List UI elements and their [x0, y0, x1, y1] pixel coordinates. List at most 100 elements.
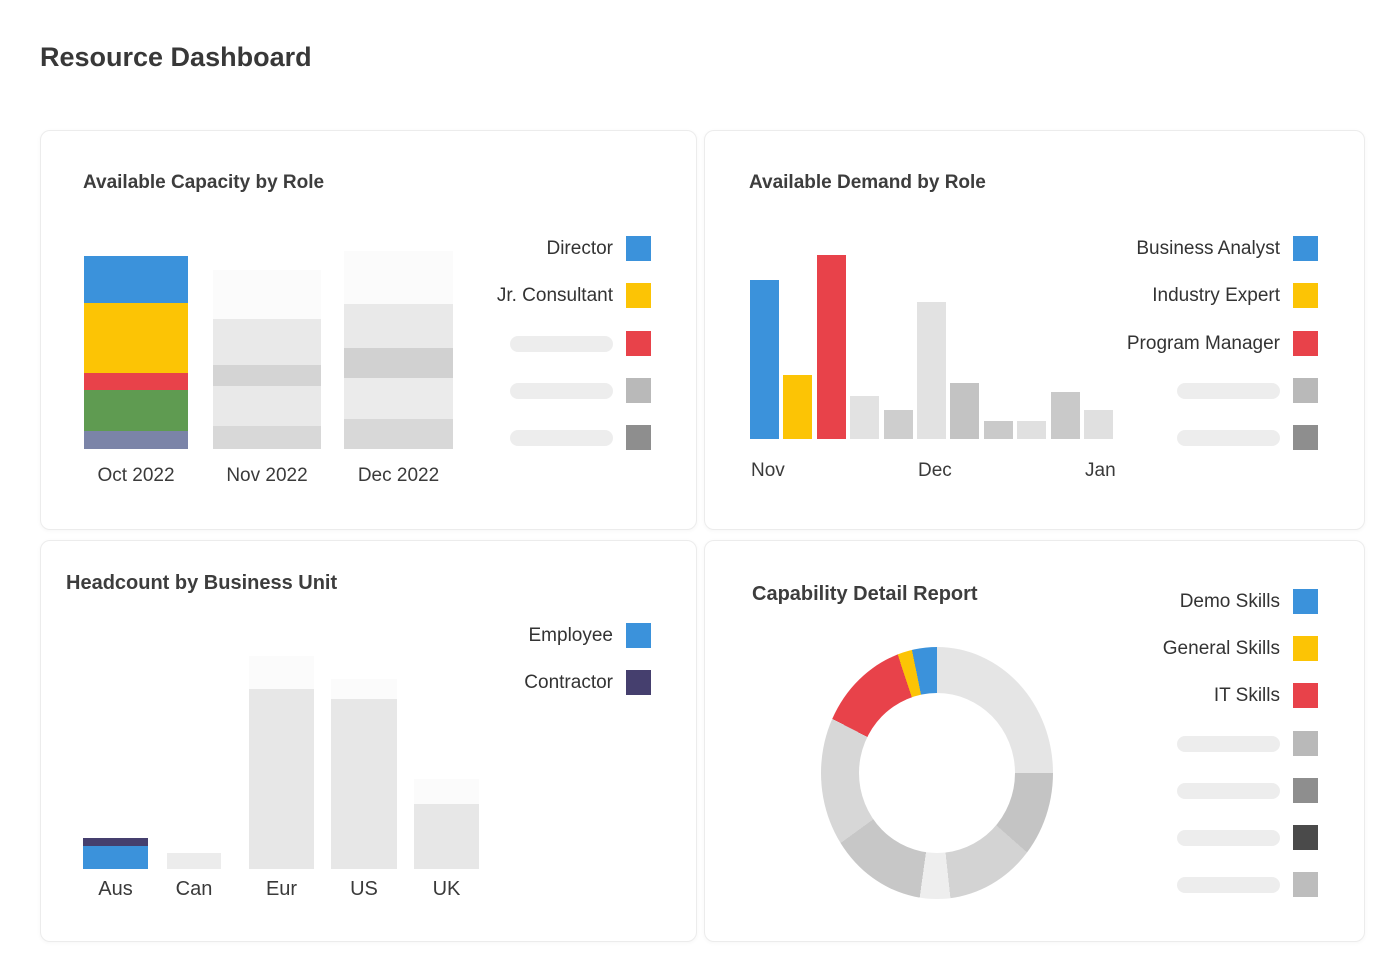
legend-placeholder-pill: [1177, 382, 1280, 399]
legend-item-placeholder: [1177, 778, 1318, 803]
legend-swatch: [626, 283, 651, 308]
legend-label: Program Manager: [1126, 332, 1280, 354]
legend-swatch: [1293, 236, 1318, 261]
legend-swatch: [1293, 825, 1318, 850]
legend-swatch: [1293, 283, 1318, 308]
headcount-chart-area: Aus Can Eur US UK: [41, 541, 696, 941]
bar-segment-loading: [213, 386, 321, 426]
legend-item-director[interactable]: Director: [546, 236, 651, 261]
bar-segment-loading: [414, 804, 479, 869]
bar-segment-loading: [84, 390, 188, 431]
legend-label: Demo Skills: [1179, 590, 1280, 612]
legend-placeholder-pill: [510, 429, 613, 446]
legend-item-placeholder: [1177, 731, 1318, 756]
demand-bar-4-loading[interactable]: [883, 410, 913, 439]
legend-label: Industry Expert: [1152, 284, 1280, 306]
x-label-uk: UK: [432, 878, 461, 900]
legend-swatch: [1293, 589, 1318, 614]
legend-swatch: [626, 623, 651, 648]
legend-label: Contractor: [524, 671, 613, 693]
bar-segment-loading: [344, 348, 453, 378]
legend-label: General Skills: [1162, 637, 1280, 659]
bar-segment-loading: [84, 431, 188, 449]
x-label-dec-2022: Dec 2022: [357, 465, 440, 486]
bar-segment-employee: [83, 846, 148, 869]
headcount-bar-eur[interactable]: [249, 656, 314, 869]
demand-bar-9-loading[interactable]: [1050, 392, 1080, 439]
demand-bar-0-business-analyst[interactable]: [750, 280, 779, 439]
panel-available-demand-by-role: Available Demand by Role Nov Dec Jan Busin…: [704, 130, 1365, 530]
legend-label: Business Analyst: [1136, 237, 1280, 259]
demand-bar-1-industry-expert[interactable]: [783, 375, 813, 439]
legend-placeholder-pill: [510, 382, 613, 399]
bar-segment-loading: [414, 779, 479, 804]
headcount-panel-title: Headcount by Business Unit: [66, 572, 338, 594]
headcount-bar-uk[interactable]: [414, 779, 479, 869]
demand-bar-10-loading[interactable]: [1084, 410, 1113, 439]
capability-donut-chart[interactable]: [821, 647, 1053, 899]
legend-item-placeholder: [1177, 872, 1318, 897]
headcount-bar-can[interactable]: [167, 853, 221, 869]
demand-bar-6-loading[interactable]: [950, 383, 980, 439]
page-title: Resource Dashboard: [40, 42, 312, 72]
legend-item-industry-expert[interactable]: Industry Expert: [1152, 283, 1318, 308]
capacity-panel-title: Available Capacity by Role: [83, 172, 325, 193]
panel-headcount-by-business-unit: Headcount by Business Unit Aus Can Eur US UK…: [40, 540, 697, 942]
legend-item-placeholder: [510, 425, 651, 450]
legend-swatch: [626, 236, 651, 261]
legend-item-demo-skills[interactable]: Demo Skills: [1180, 589, 1318, 614]
legend-placeholder-pill: [1177, 876, 1280, 893]
demand-panel-title: Available Demand by Role: [749, 172, 986, 193]
demand-bar-5-loading[interactable]: [917, 302, 946, 439]
x-label-jan: Jan: [1085, 460, 1116, 481]
legend-item-it-skills[interactable]: IT Skills: [1214, 683, 1318, 708]
bar-segment-loading: [344, 251, 453, 304]
legend-label: Jr. Consultant: [496, 284, 613, 306]
capacity-chart-area: Oct 2022 Nov 2022 Dec 2022: [41, 131, 696, 529]
donut-hole: [859, 693, 1015, 853]
legend-item-placeholder: [510, 378, 651, 403]
legend-item-jr-consultant[interactable]: Jr. Consultant: [497, 283, 651, 308]
demand-legend: Business Analyst Industry Expert Program M…: [705, 131, 1364, 529]
headcount-legend: Employee Contractor: [41, 541, 696, 941]
legend-label: Employee: [528, 624, 614, 646]
legend-item-program-manager[interactable]: Program Manager: [1127, 331, 1318, 356]
x-label-eur: Eur: [265, 878, 298, 900]
bar-segment-loading: [344, 419, 453, 449]
legend-item-employee[interactable]: Employee: [528, 623, 651, 648]
capability-panel-title: Capability Detail Report: [752, 583, 978, 605]
x-label-us: US: [350, 878, 378, 900]
x-label-aus: Aus: [98, 878, 133, 900]
legend-swatch: [626, 425, 651, 450]
legend-item-general-skills[interactable]: General Skills: [1163, 636, 1318, 661]
legend-swatch: [1293, 778, 1318, 803]
demand-bar-7-loading[interactable]: [983, 421, 1013, 439]
bar-segment-loading: [213, 270, 321, 319]
legend-item-placeholder: [510, 331, 651, 356]
legend-swatch: [1293, 378, 1318, 403]
legend-item-contractor[interactable]: Contractor: [524, 670, 651, 695]
legend-placeholder-pill: [1177, 829, 1280, 846]
headcount-bar-us[interactable]: [331, 679, 397, 869]
demand-bar-2-program-manager[interactable]: [816, 255, 846, 439]
legend-item-placeholder: [1177, 378, 1318, 403]
demand-bar-3-loading[interactable]: [850, 396, 880, 439]
bar-segment-loading: [213, 426, 321, 449]
x-label-nov-2022: Nov 2022: [226, 465, 308, 486]
legend-placeholder-pill: [1177, 782, 1280, 799]
capacity-bar-dec-2022[interactable]: [344, 251, 453, 449]
bar-segment-loading: [213, 319, 321, 365]
capacity-bar-oct-2022[interactable]: [84, 256, 188, 449]
panel-capability-detail-report: Capability Detail Report Demo Skills Gene…: [704, 540, 1365, 942]
capacity-bar-nov-2022[interactable]: [213, 270, 321, 449]
demand-bar-8-loading[interactable]: [1017, 421, 1047, 439]
legend-swatch: [1293, 425, 1318, 450]
legend-item-business-analyst[interactable]: Business Analyst: [1136, 236, 1318, 261]
legend-swatch: [626, 378, 651, 403]
legend-swatch: [1293, 636, 1318, 661]
capacity-legend: Director Jr. Consultant: [41, 131, 696, 529]
bar-segment-loading: [331, 679, 397, 699]
legend-swatch: [1293, 331, 1318, 356]
headcount-bar-aus[interactable]: [83, 838, 148, 869]
